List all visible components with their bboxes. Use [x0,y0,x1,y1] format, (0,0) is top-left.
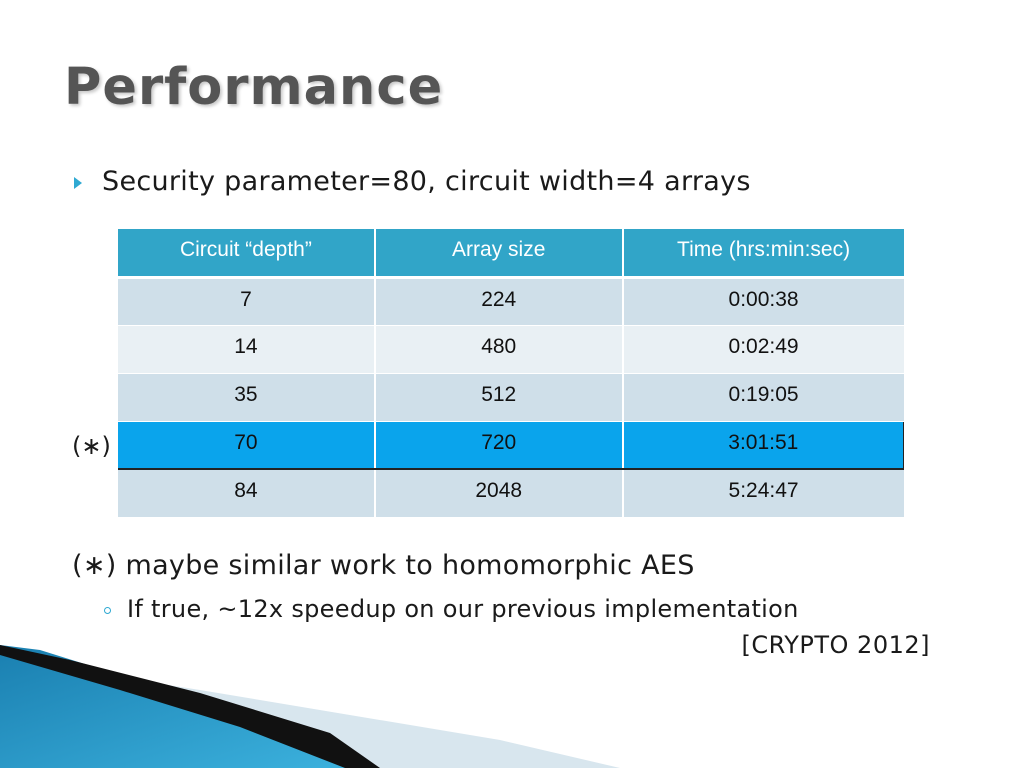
corner-decoration [0,0,1024,768]
